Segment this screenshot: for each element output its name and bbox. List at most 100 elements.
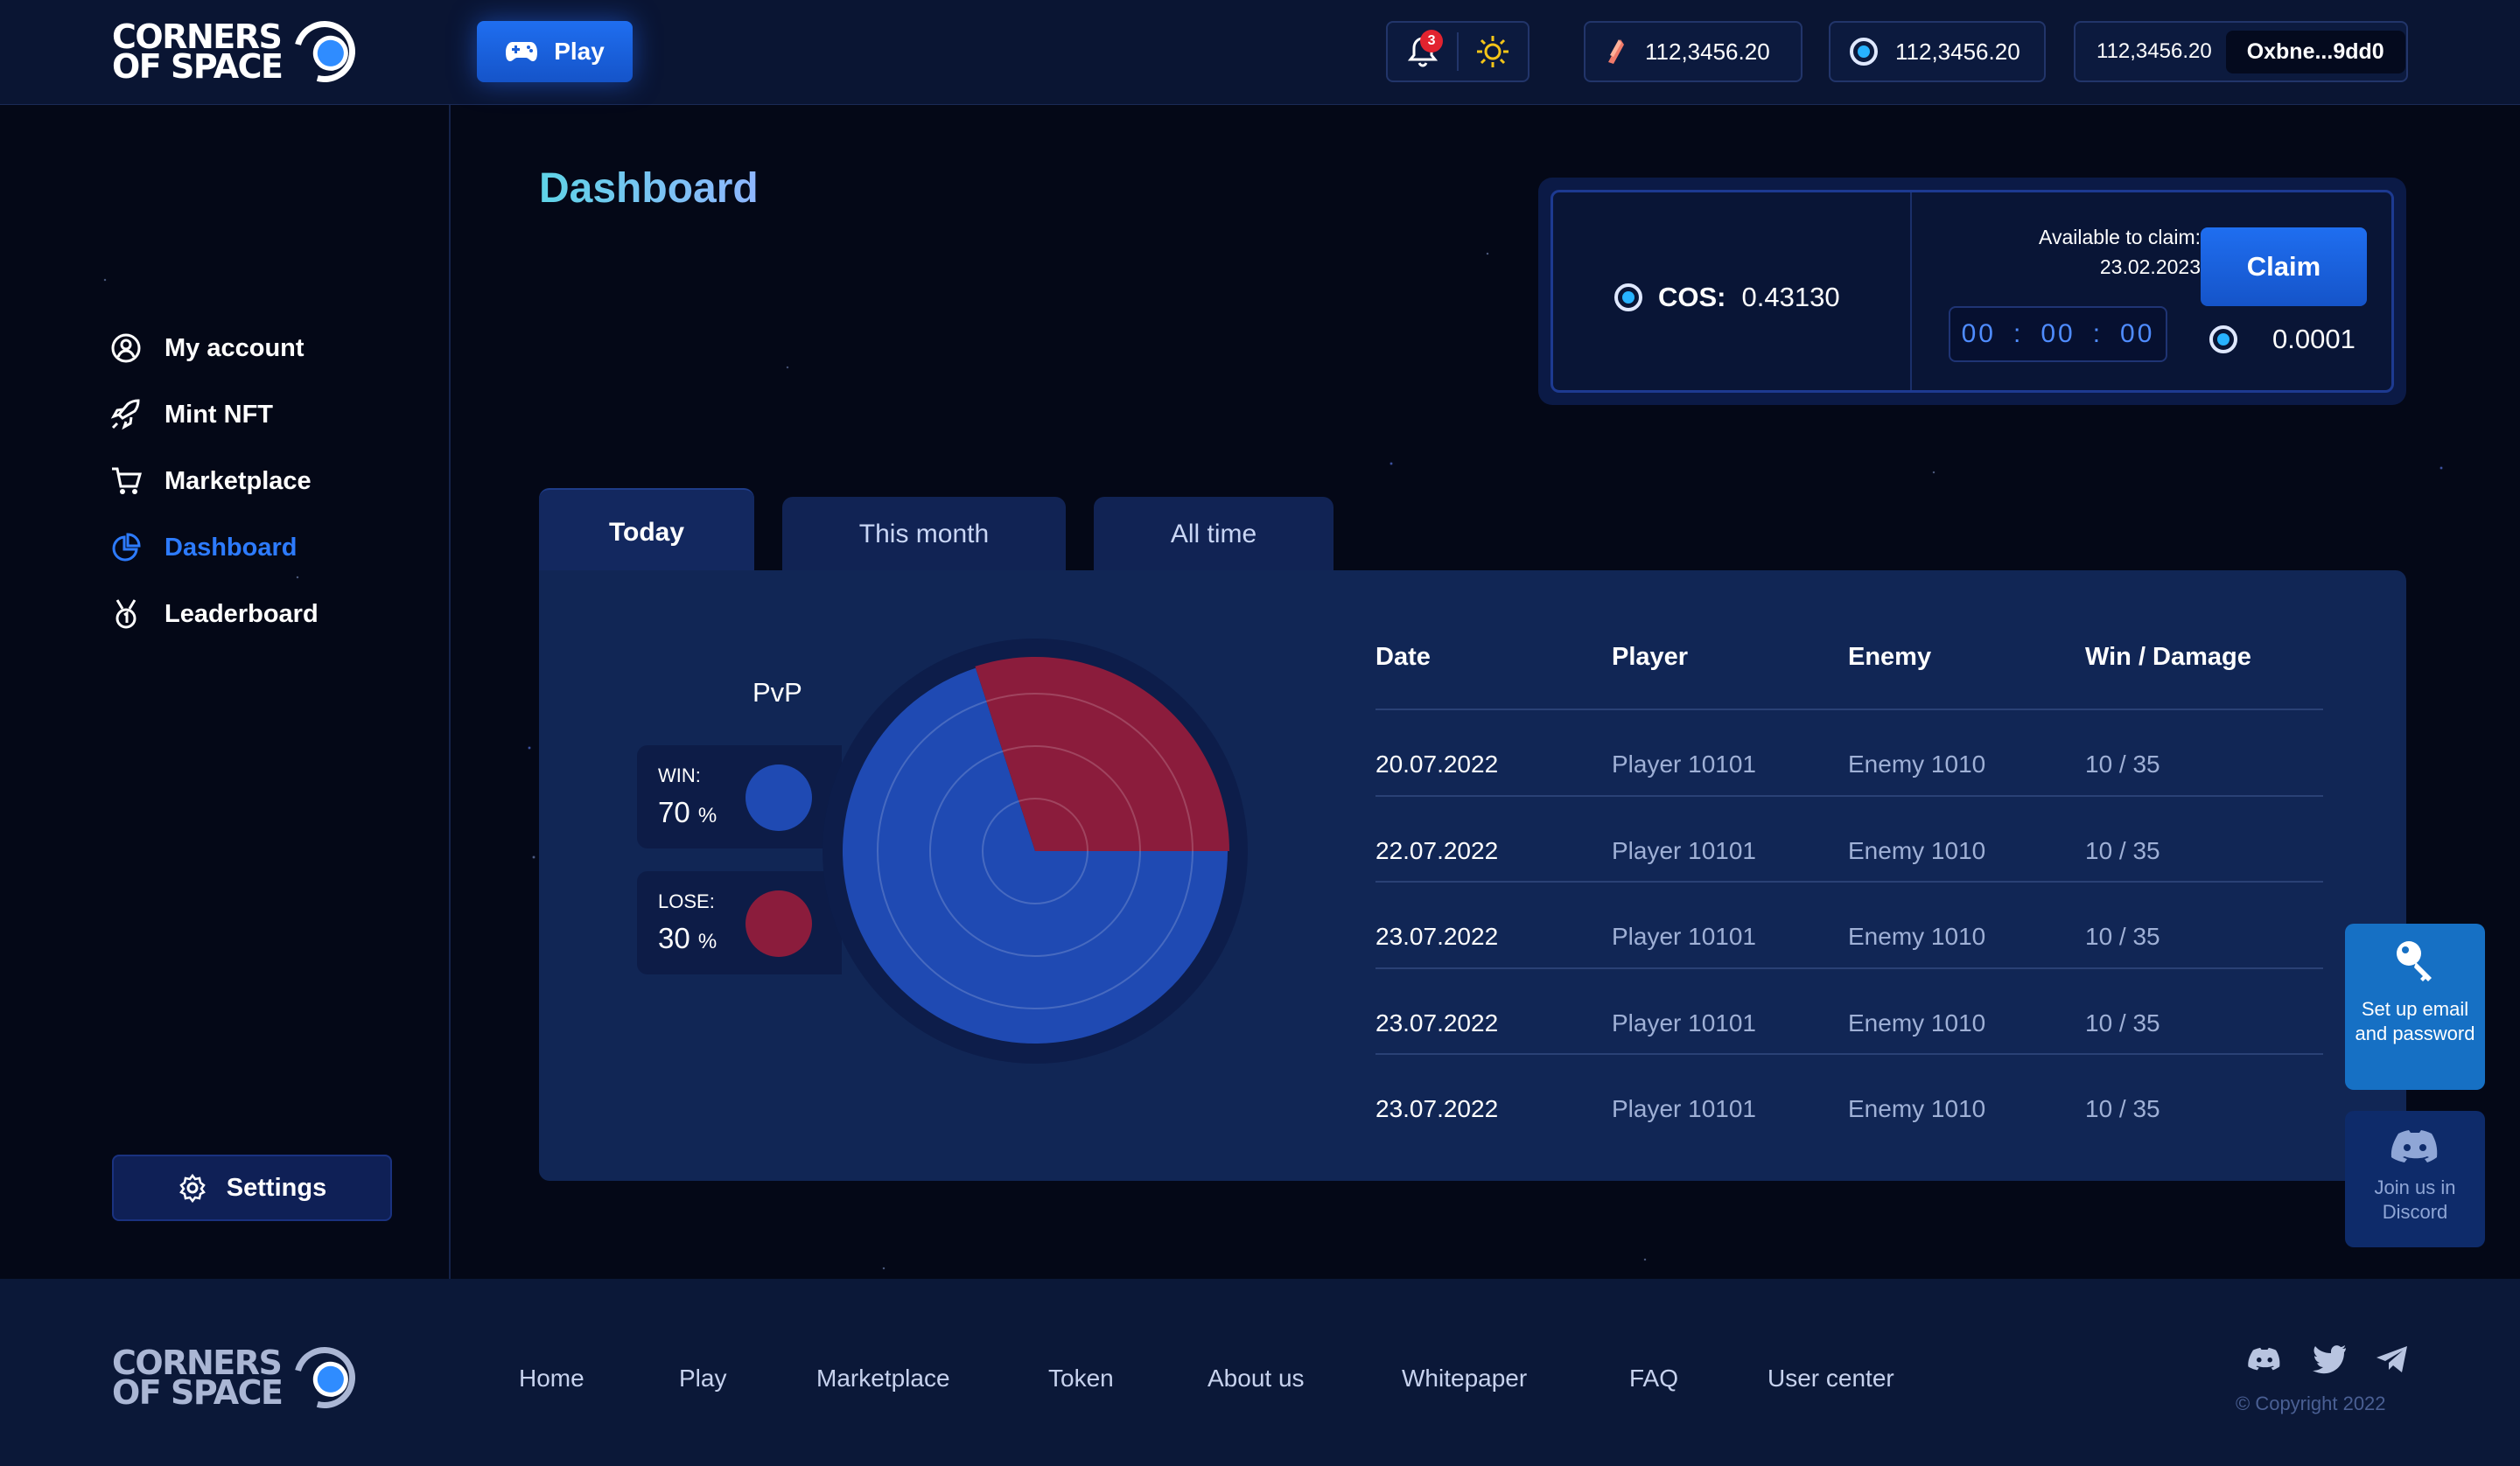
cell-player: Player 10101 bbox=[1612, 1009, 1757, 1037]
theme-toggle-button[interactable] bbox=[1459, 23, 1528, 80]
lose-label: LOSE: bbox=[658, 890, 715, 912]
footer-logo[interactable]: CORNERS OF SPACE bbox=[112, 1336, 368, 1420]
key-icon bbox=[2397, 941, 2432, 981]
claim-amount-value: 0.0001 bbox=[2272, 324, 2356, 354]
cell-enemy: Enemy 1010 bbox=[1848, 1095, 1986, 1122]
cos-coin-icon bbox=[1850, 38, 1878, 66]
medal-icon bbox=[110, 598, 142, 630]
sidebar-item-dashboard[interactable]: Dashboard bbox=[110, 532, 297, 563]
cell-player: Player 10101 bbox=[1612, 836, 1757, 864]
pie-grid-ring bbox=[877, 693, 1194, 1009]
setup-email-card[interactable]: Set up email and password bbox=[2345, 924, 2485, 1090]
setup-label: Set up email and password bbox=[2355, 998, 2475, 1044]
twitter-icon[interactable] bbox=[2312, 1344, 2347, 1375]
pvp-title: PvP bbox=[752, 677, 802, 708]
top-header: CORNERS OF SPACE Play 3 112,3456.20 112,… bbox=[0, 0, 2520, 105]
col-header-win-damage: Win / Damage bbox=[2085, 643, 2251, 671]
logo-ring-icon bbox=[283, 1336, 368, 1420]
cos-label: COS: bbox=[1658, 282, 1726, 312]
footer-link-home[interactable]: Home bbox=[519, 1365, 584, 1392]
pie-slice-win bbox=[843, 667, 1228, 1044]
row-divider bbox=[1376, 1053, 2323, 1055]
cell-enemy: Enemy 1010 bbox=[1848, 1009, 1986, 1037]
pie-grid-ring bbox=[929, 745, 1141, 957]
footer-link-whitepaper[interactable]: Whitepaper bbox=[1402, 1365, 1528, 1392]
win-value: 70 % bbox=[658, 796, 717, 829]
footer-link-play[interactable]: Play bbox=[679, 1365, 727, 1392]
sidebar-item-label: My account bbox=[164, 333, 304, 362]
join-discord-card[interactable]: Join us in Discord bbox=[2345, 1111, 2485, 1247]
footer-link-user-center[interactable]: User center bbox=[1768, 1365, 1894, 1392]
play-label: Play bbox=[554, 38, 605, 65]
row-divider bbox=[1376, 967, 2323, 969]
play-button[interactable]: Play bbox=[477, 21, 633, 82]
balance-box-1[interactable]: 112,3456.20 bbox=[1584, 21, 1802, 82]
sidebar-item-leaderboard[interactable]: Leaderboard bbox=[110, 598, 318, 630]
footer-link-token[interactable]: Token bbox=[1048, 1365, 1114, 1392]
available-to-claim: Available to claim: 23.02.2023 bbox=[1964, 222, 2201, 282]
timer-seconds: 00 bbox=[2120, 319, 2155, 348]
footer-link-about-us[interactable]: About us bbox=[1208, 1365, 1305, 1392]
notifications-theme-group: 3 bbox=[1386, 21, 1530, 82]
cell-win-damage: 10 / 35 bbox=[2085, 836, 2160, 864]
footer-link-faq[interactable]: FAQ bbox=[1629, 1365, 1679, 1392]
cell-win-damage: 10 / 35 bbox=[2085, 923, 2160, 950]
win-label: WIN: bbox=[658, 764, 701, 786]
brand-line-1: CORNERS bbox=[112, 17, 283, 56]
logo-ring-icon bbox=[283, 10, 368, 94]
telegram-icon[interactable] bbox=[2375, 1344, 2410, 1375]
cell-enemy: Enemy 1010 bbox=[1848, 923, 1986, 950]
notifications-button[interactable]: 3 bbox=[1388, 23, 1457, 80]
sidebar-divider bbox=[449, 105, 451, 1279]
wallet-box[interactable]: 112,3456.20 Oxbne...9dd0 bbox=[2074, 21, 2408, 82]
timer-sep: : bbox=[2012, 319, 2024, 348]
pie-grid-ring bbox=[982, 798, 1088, 904]
row-divider bbox=[1376, 794, 2323, 797]
brand-logo[interactable]: CORNERS OF SPACE bbox=[112, 10, 368, 94]
footer-link-marketplace[interactable]: Marketplace bbox=[816, 1365, 950, 1392]
balance-value-2: 112,3456.20 bbox=[1895, 38, 2020, 65]
cell-date: 23.07.2022 bbox=[1376, 1009, 1499, 1037]
page-title: Dashboard bbox=[539, 165, 759, 212]
cos-value: 0.43130 bbox=[1741, 282, 1840, 312]
wallet-address[interactable]: Oxbne...9dd0 bbox=[2225, 30, 2405, 73]
notification-badge: 3 bbox=[1420, 30, 1444, 52]
sidebar-item-label: Dashboard bbox=[164, 533, 298, 562]
timer-minutes: 00 bbox=[2040, 319, 2076, 348]
cell-date: 22.07.2022 bbox=[1376, 836, 1499, 864]
timer-sep: : bbox=[2092, 319, 2104, 348]
cell-enemy: Enemy 1010 bbox=[1848, 750, 1986, 778]
col-header-player: Player bbox=[1612, 643, 1689, 671]
cell-date: 20.07.2022 bbox=[1376, 750, 1499, 778]
cell-player: Player 10101 bbox=[1612, 923, 1757, 950]
user-icon bbox=[110, 332, 142, 364]
tab-all-time[interactable]: All time bbox=[1094, 497, 1334, 572]
cos-coin-icon bbox=[1614, 283, 1642, 311]
sidebar-item-mint-nft[interactable]: Mint NFT bbox=[110, 399, 273, 430]
cos-balance: COS: 0.43130 bbox=[1614, 282, 1840, 313]
tab-this-month[interactable]: This month bbox=[782, 497, 1066, 572]
sidebar-item-marketplace[interactable]: Marketplace bbox=[110, 465, 312, 497]
balance-value-3: 112,3456.20 bbox=[2096, 39, 2212, 63]
tab-today[interactable]: Today bbox=[539, 488, 754, 576]
lose-legend: LOSE: 30 % bbox=[637, 871, 842, 974]
footer-brand-line-1: CORNERS bbox=[112, 1344, 283, 1382]
settings-button[interactable]: Settings bbox=[112, 1155, 392, 1221]
timer-hours: 00 bbox=[1961, 319, 1996, 348]
balance-value-1: 112,3456.20 bbox=[1645, 38, 1770, 65]
header-divider bbox=[1457, 32, 1459, 71]
col-header-enemy: Enemy bbox=[1848, 643, 1932, 671]
available-label: Available to claim: bbox=[2039, 226, 2201, 248]
cell-player: Player 10101 bbox=[1612, 1095, 1757, 1122]
balance-box-2[interactable]: 112,3456.20 bbox=[1829, 21, 2046, 82]
cell-enemy: Enemy 1010 bbox=[1848, 836, 1986, 864]
footer bbox=[0, 1279, 2520, 1466]
claim-panel: COS: 0.43130 Available to claim: 23.02.2… bbox=[1538, 178, 2406, 405]
claim-button[interactable]: Claim bbox=[2201, 227, 2367, 306]
sidebar-item-my-account[interactable]: My account bbox=[110, 332, 304, 364]
cell-win-damage: 10 / 35 bbox=[2085, 1095, 2160, 1122]
claim-timer: 00 : 00 : 00 bbox=[1949, 306, 2167, 362]
cell-win-damage: 10 / 35 bbox=[2085, 1009, 2160, 1037]
discord-icon[interactable] bbox=[2247, 1344, 2282, 1375]
copyright: © Copyright 2022 bbox=[2236, 1393, 2386, 1414]
